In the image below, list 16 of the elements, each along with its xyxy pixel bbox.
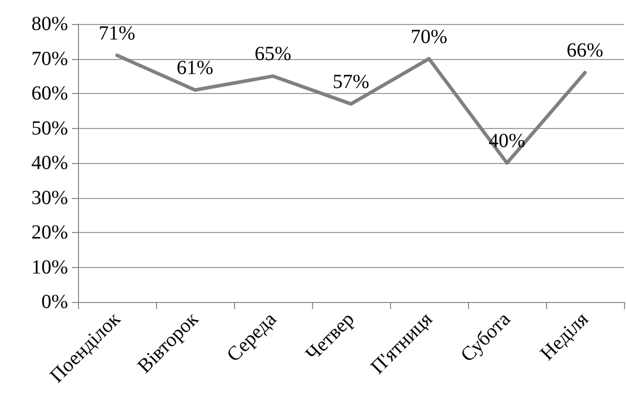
y-tick-label: 80% xyxy=(31,13,68,35)
y-tick-label: 40% xyxy=(31,152,68,174)
data-label: 66% xyxy=(566,40,604,62)
data-label: 70% xyxy=(410,26,448,48)
y-tick-label: 60% xyxy=(31,82,68,104)
y-tick-label: 30% xyxy=(31,186,68,209)
data-label: 71% xyxy=(98,22,136,44)
data-label: 40% xyxy=(488,130,526,152)
y-tick-label: 20% xyxy=(31,222,68,244)
data-label: 61% xyxy=(176,57,214,80)
y-tick-label: 0% xyxy=(41,291,68,313)
data-label: 57% xyxy=(332,70,370,93)
y-tick-label: 50% xyxy=(31,117,68,140)
data-label: 65% xyxy=(254,43,292,66)
y-tick-label: 10% xyxy=(31,256,68,278)
y-tick-label: 70% xyxy=(31,48,68,70)
